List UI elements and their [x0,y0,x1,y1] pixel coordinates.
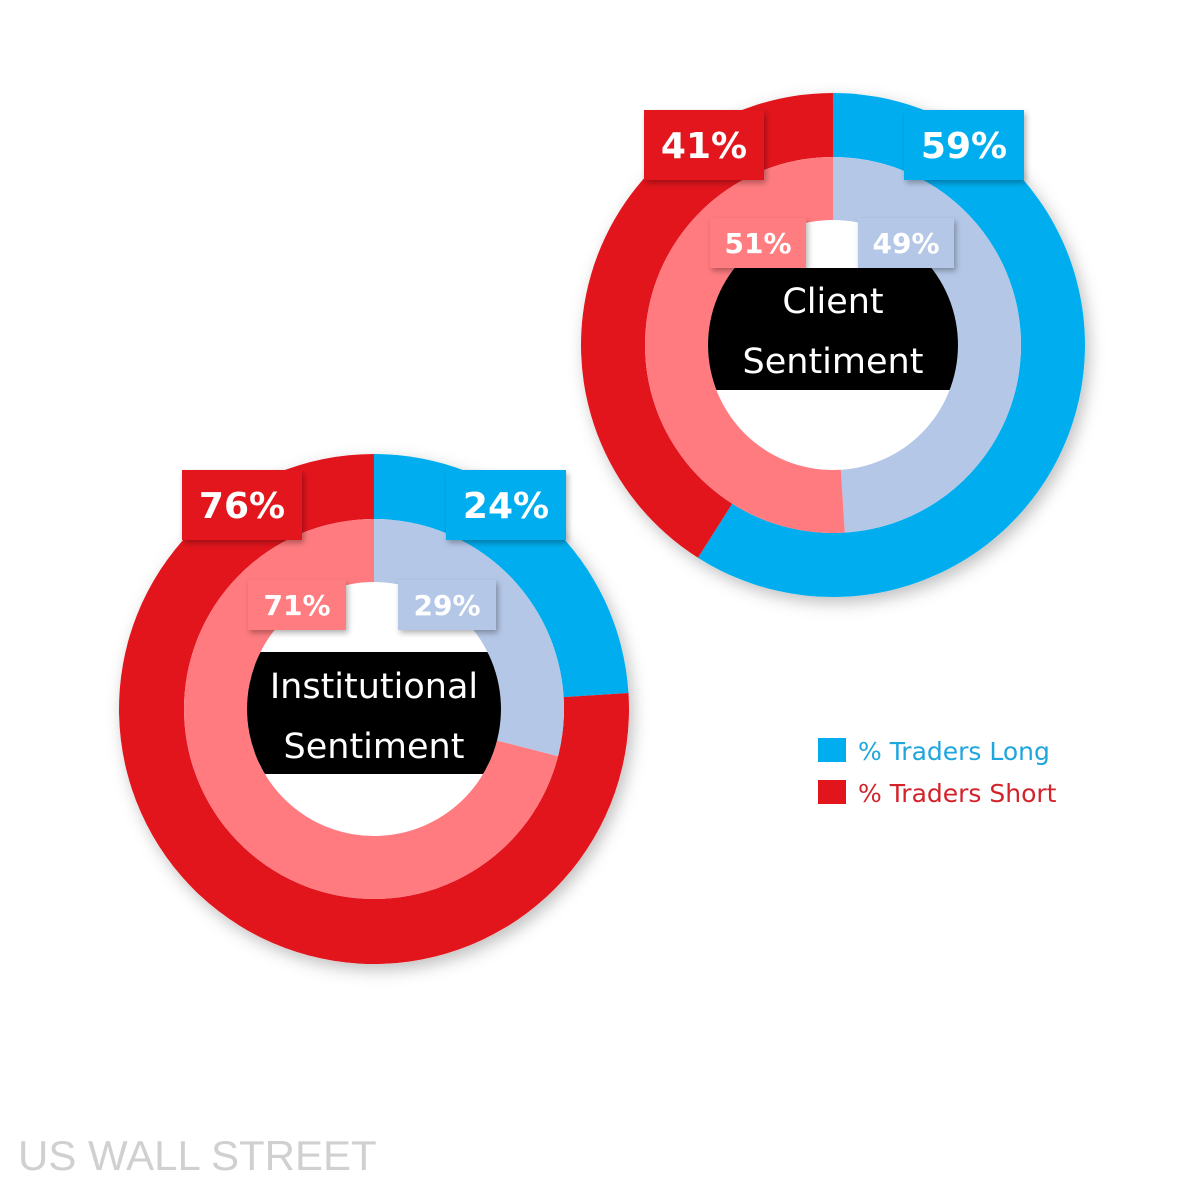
value-label-text: 59% [921,126,1007,167]
value-label-box [248,580,346,630]
watermark: US WALL STREET [18,1132,377,1179]
value-label-text: 49% [872,227,939,260]
value-label-text: 71% [263,589,330,622]
inner-value-label: 51% [710,218,806,268]
donut-title-line: Institutional [270,667,478,707]
inner-slice-long [833,157,1021,533]
legend-swatch-long [818,738,846,762]
value-label-box [710,218,806,268]
donut-title-line: Sentiment [743,342,924,382]
outer-value-label: 59% [904,110,1024,180]
donut-title-line: Sentiment [284,727,465,767]
value-label-text: 51% [724,227,791,260]
value-label-box [904,110,1024,180]
inner-slice-short [644,157,845,533]
outer-value-label: 24% [446,470,566,540]
value-label-text: 41% [661,126,747,167]
donut-0: Client Sentiment 41% 59% 51% 49% [581,93,1086,597]
donut-1: Institutional Sentiment 76% 24% 71% 29% [119,454,630,964]
inner-slice-long [374,519,565,757]
value-label-box [644,110,764,180]
legend-label-long: % Traders Long [858,737,1050,766]
title-box [708,268,958,390]
value-label-text: 24% [463,486,549,527]
outer-slice-short [581,93,833,558]
donut-title-line: Client [782,282,883,322]
inner-value-label: 49% [858,218,954,268]
value-label-box [446,470,566,540]
title-box [247,652,501,774]
outer-value-label: 41% [644,110,764,180]
inner-value-label: 29% [398,580,496,630]
value-label-box [858,218,954,268]
legend-label-short: % Traders Short [858,779,1057,808]
outer-slice-long [697,93,1086,597]
value-label-text: 29% [413,589,480,622]
value-label-box [182,470,302,540]
outer-value-label: 76% [182,470,302,540]
outer-slice-long [374,454,629,698]
inner-value-label: 71% [248,580,346,630]
legend-swatch-short [818,780,846,804]
value-label-box [398,580,496,630]
legend: % Traders Long % Traders Short [818,737,1057,808]
value-label-text: 76% [199,486,285,527]
